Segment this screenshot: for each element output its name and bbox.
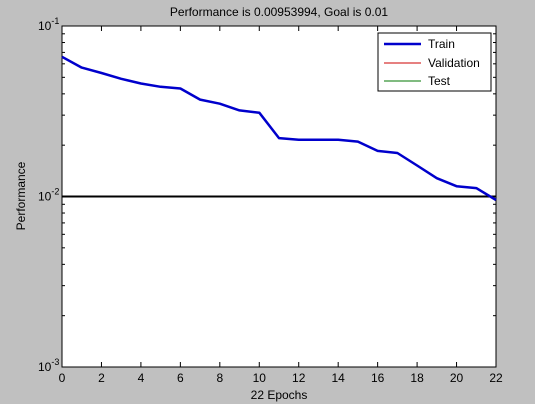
- x-tick-label: 18: [410, 371, 424, 385]
- x-tick-label: 22: [489, 371, 503, 385]
- x-tick-label: 4: [138, 371, 145, 385]
- legend-label-test: Test: [428, 74, 451, 88]
- x-tick-label: 16: [371, 371, 385, 385]
- legend-label-train: Train: [428, 37, 455, 51]
- x-tick-label: 0: [59, 371, 66, 385]
- x-tick-label: 12: [292, 371, 306, 385]
- train-series-line: [61, 55, 497, 202]
- x-tick-label: 20: [450, 371, 464, 385]
- legend-label-validation: Validation: [428, 56, 480, 70]
- x-tick-label: 6: [177, 371, 184, 385]
- x-axis-label: 22 Epochs: [251, 388, 308, 402]
- legend: Train Validation Test: [377, 32, 492, 92]
- x-tick-label: 14: [332, 371, 346, 385]
- x-axis-ticks: 0 2 4 6 8 10 12 14 16 18 20 22: [59, 26, 503, 385]
- y-axis-ticks: 10-1 10-2 10-3: [38, 16, 496, 374]
- x-tick-label: 10: [253, 371, 267, 385]
- x-tick-label: 2: [98, 371, 105, 385]
- y-axis-label: Performance: [14, 161, 28, 230]
- y-tick-label: 10-1: [38, 16, 59, 33]
- y-tick-label: 10-3: [38, 357, 59, 374]
- x-tick-label: 8: [216, 371, 223, 385]
- chart-title: Performance is 0.00953994, Goal is 0.01: [170, 5, 388, 19]
- y-tick-label: 10-2: [38, 187, 59, 204]
